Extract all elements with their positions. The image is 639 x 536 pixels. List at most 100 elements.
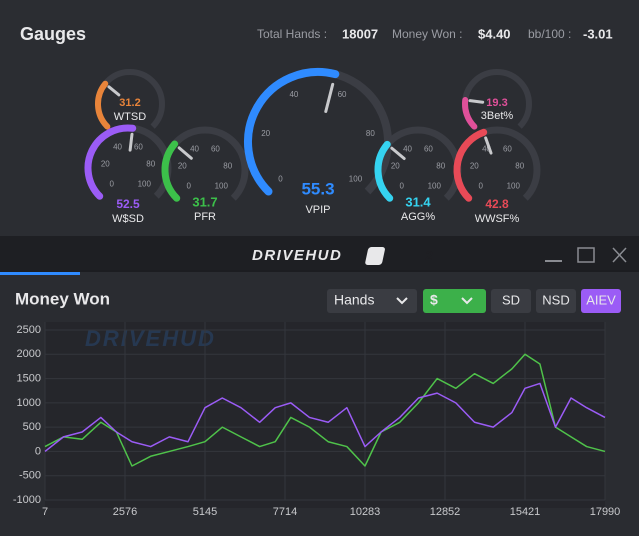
y-tick-label: 2000 — [17, 348, 41, 360]
gauges-panel — [0, 0, 639, 236]
gauge-tick-label: 0 — [400, 181, 405, 190]
plot-area — [45, 322, 605, 508]
y-tick-label: -1000 — [13, 494, 41, 506]
button-text[interactable]: AIEV — [586, 292, 616, 307]
gauge-needle — [468, 99, 485, 104]
stat-label: Money Won : — [392, 27, 462, 41]
hands-dropdown[interactable]: Hands — [327, 289, 417, 313]
gauge-needle — [128, 132, 134, 152]
gauge-value-arc — [374, 140, 394, 202]
gauge-value: 31.2 — [119, 97, 140, 109]
y-tick-label: 0 — [35, 445, 41, 457]
stat-label: bb/100 : — [528, 27, 571, 41]
x-tick-label: 10283 — [350, 506, 381, 518]
gauge-tick-label: 60 — [503, 145, 512, 154]
gauge-tick-label: 60 — [338, 90, 347, 99]
gauge-label: 3Bet% — [481, 110, 514, 122]
x-tick-label: 2576 — [113, 506, 137, 518]
gauge-value-arc — [84, 124, 137, 200]
gauge-needle — [107, 85, 121, 97]
dropdown-bg[interactable] — [423, 289, 486, 313]
gauge-value-arc — [462, 97, 478, 130]
dropdown-text[interactable]: $ — [430, 292, 438, 308]
gauge-needle — [390, 146, 406, 160]
chevron — [461, 297, 473, 305]
currency-dropdown[interactable]: $ — [423, 289, 486, 313]
gauge-tick-label: 40 — [482, 145, 491, 154]
gauge-label: W$SD — [112, 213, 144, 225]
x-tick-label: 12852 — [430, 506, 461, 518]
sd-button[interactable] — [491, 289, 531, 313]
line-chart: -1000 -500 0 500 1000 1500 2000 2500 7 2576 5145 77… — [13, 322, 620, 518]
gauge-tick-label: 40 — [289, 90, 298, 99]
gauge-tick-label: 80 — [223, 162, 232, 171]
stat-value: -3.01 — [583, 26, 613, 41]
logo-badge-text: 2 — [424, 248, 433, 264]
gauge-tick-label: 100 — [507, 181, 521, 190]
gauge-tick-label: 40 — [113, 143, 122, 152]
y-tick-label: -500 — [19, 470, 41, 482]
stat-label: Total Hands : — [257, 27, 327, 41]
gauge-label: PFR — [194, 211, 216, 223]
gauge-label: AGG% — [401, 211, 435, 223]
logo: DRIVEHUD — [252, 247, 342, 264]
gauge: 31.2 WTSD — [95, 69, 165, 130]
gauge-tick-label: 80 — [436, 162, 445, 171]
chart-title: Money Won — [15, 289, 110, 308]
x-tick-label: 5145 — [193, 506, 217, 518]
gauge-tick-label: 100 — [349, 175, 363, 184]
gauge-tick-label: 0 — [278, 175, 283, 184]
gauge-needle — [484, 136, 493, 155]
series-line — [44, 353, 606, 467]
gauge-tick-label: 20 — [101, 160, 110, 169]
gauge-tick-label: 40 — [403, 145, 412, 154]
y-tick-label: 500 — [23, 421, 41, 433]
gauge-value-arc — [244, 68, 340, 196]
x-tick-label: 7 — [42, 506, 48, 518]
logo-badge — [365, 247, 385, 265]
gauge-tick-label: 100 — [428, 181, 442, 190]
gauge-tick-label: 100 — [138, 179, 152, 188]
button-text[interactable]: NSD — [542, 292, 569, 307]
title-bar — [0, 236, 639, 270]
aiev-button[interactable] — [581, 289, 621, 313]
button-text[interactable]: SD — [502, 292, 520, 307]
gauge-tick-label: 100 — [215, 181, 229, 190]
gauge-value: 19.3 — [486, 97, 507, 109]
gauge-tick-label: 0 — [110, 179, 115, 188]
dropdown-text[interactable]: Hands — [334, 292, 374, 308]
gauge-label: WWSF% — [475, 213, 520, 225]
gauge-tick-label: 20 — [391, 162, 400, 171]
gauge-value: 31.7 — [192, 194, 217, 209]
gauge-tick-label: 60 — [211, 145, 220, 154]
x-tick-label: 15421 — [510, 506, 541, 518]
y-tick-label: 1000 — [17, 397, 41, 409]
close-button[interactable] — [612, 247, 627, 263]
chevron — [396, 297, 408, 305]
nsd-button[interactable] — [536, 289, 576, 313]
gauge-value: 42.8 — [485, 197, 509, 211]
accent — [0, 272, 80, 275]
panel-title: Gauges — [20, 24, 86, 44]
gauge-value-arc — [95, 80, 111, 130]
gauge-label: VPIP — [305, 204, 330, 216]
stat-value: 18007 — [342, 26, 378, 41]
gauge-tick-label: 80 — [146, 160, 155, 169]
gauge-needle — [177, 146, 193, 160]
gauge-tick-label: 80 — [515, 162, 524, 171]
y-tick-label: 2500 — [17, 324, 41, 336]
gauge-tick-label: 0 — [187, 181, 192, 190]
gauge-tick-label: 20 — [178, 162, 187, 171]
gauge-value-arc — [453, 128, 488, 202]
dropdown-bg[interactable] — [327, 289, 417, 313]
gauge-value: 31.4 — [405, 194, 431, 209]
gauge-tick-label: 60 — [424, 145, 433, 154]
maximize-button[interactable] — [577, 247, 595, 263]
